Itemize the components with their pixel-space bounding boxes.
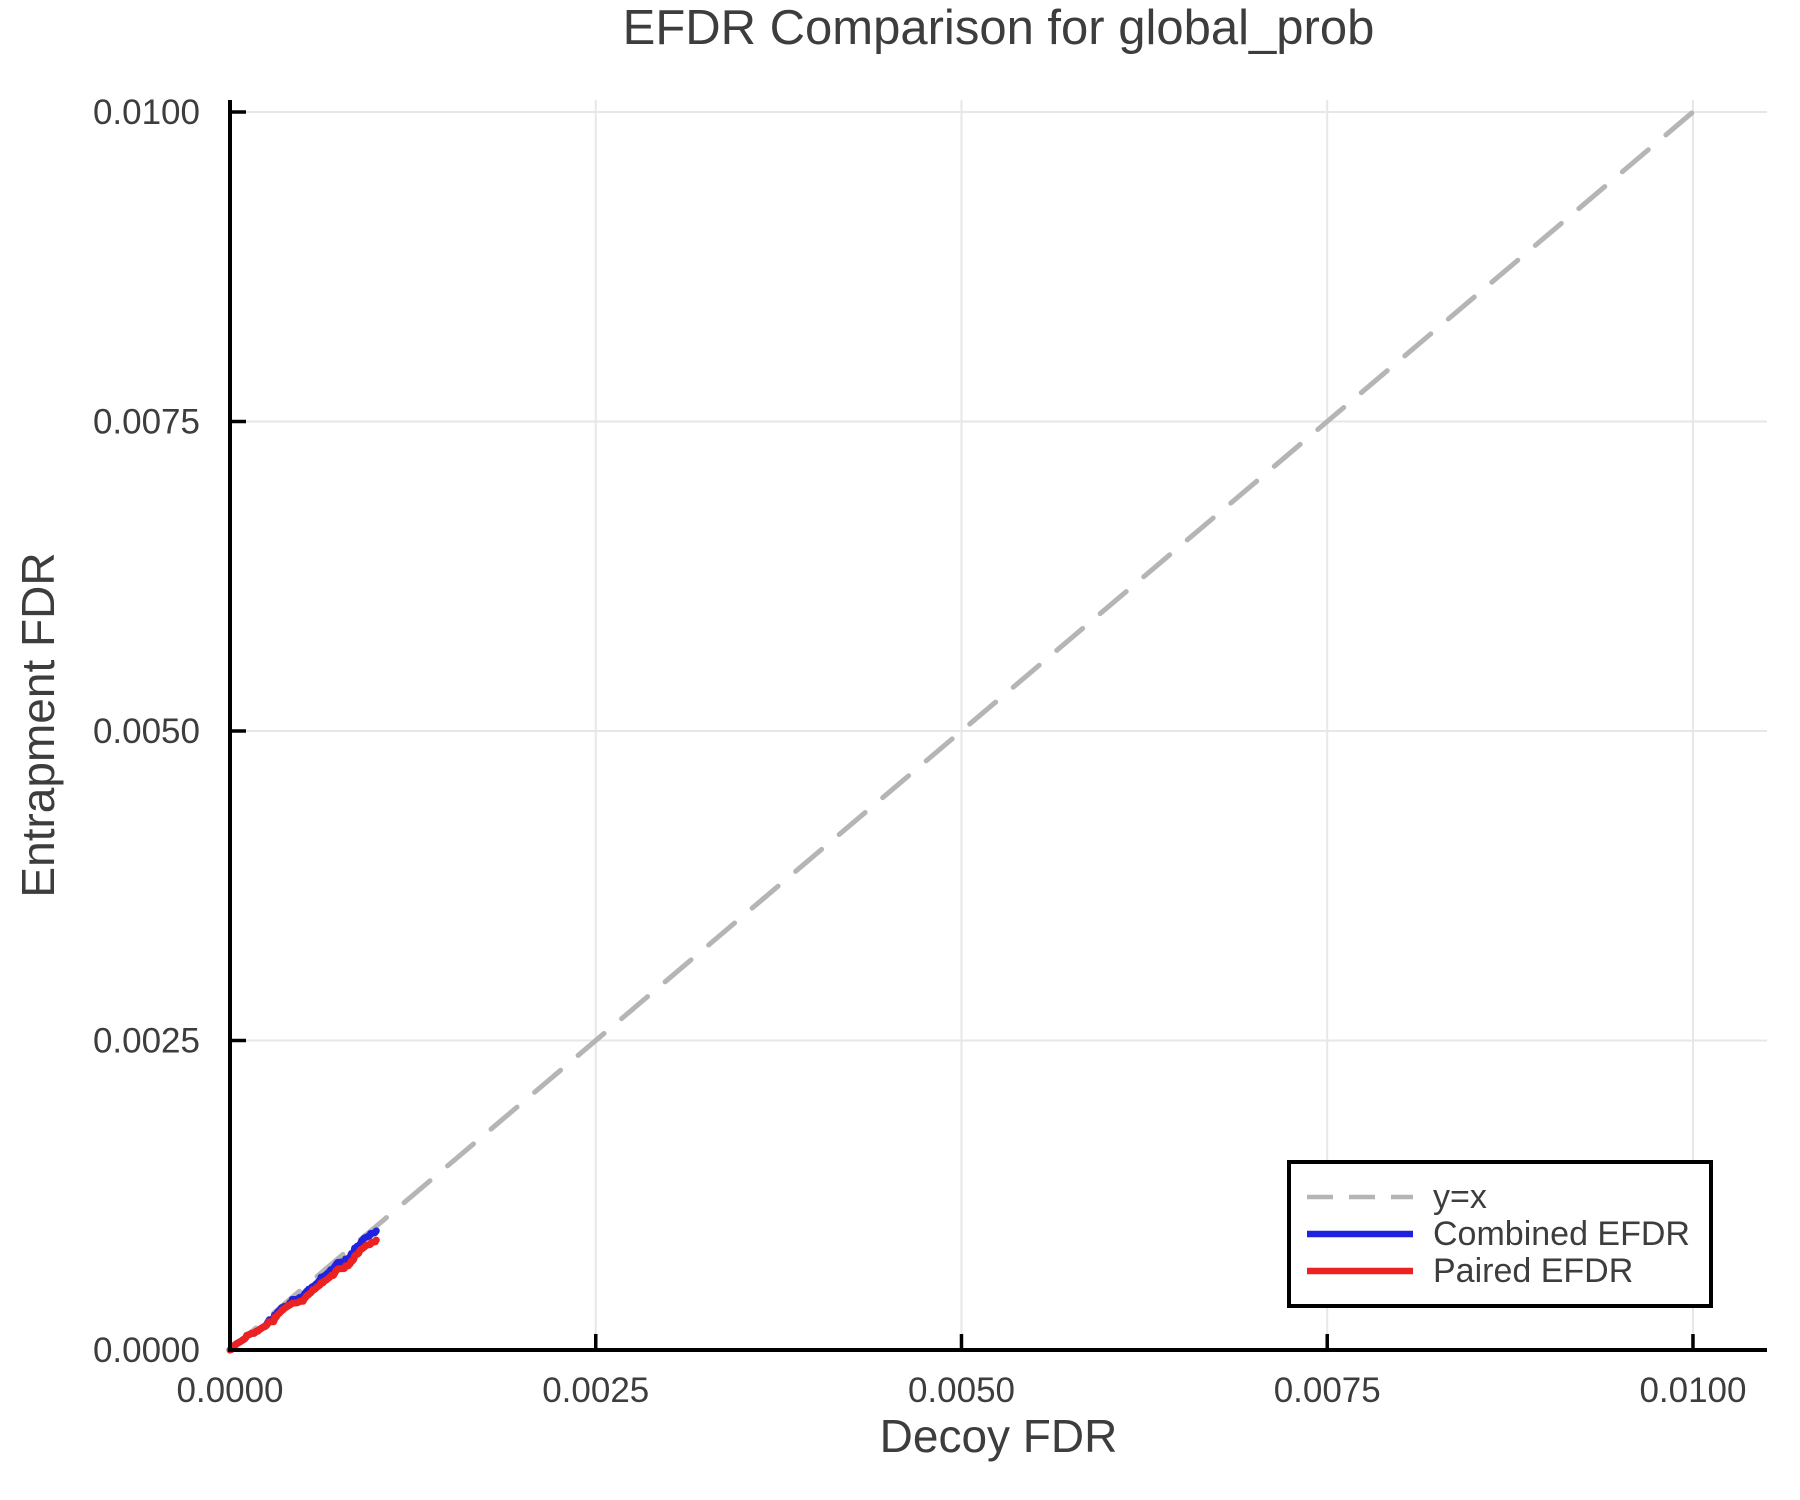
blue-line-sample-icon — [1307, 1230, 1413, 1238]
x-tick-label: 0.0050 — [908, 1371, 1015, 1410]
axes-layer — [228, 100, 1767, 1352]
paired-efdr-line — [226, 1236, 380, 1354]
tick-label-layer: 0.0000 0.0025 0.0050 0.0075 0.0100 0.0000 0.00… — [93, 93, 1747, 1410]
y-x-line — [227, 97, 1711, 1353]
x-tick-label: 0.0075 — [1274, 1371, 1381, 1410]
y-tick-label: 0.0050 — [93, 712, 200, 751]
legend-label-yx: y=x — [1433, 1178, 1487, 1216]
legend-label-combined-efdr: Combined EFDR — [1433, 1215, 1690, 1253]
x-tick-label: 0.0025 — [542, 1371, 649, 1410]
y-tick-label: 0.0000 — [93, 1331, 200, 1370]
x-tick-label: 0.0000 — [176, 1371, 283, 1410]
y-tick-label: 0.0025 — [93, 1022, 200, 1061]
dashed-line-sample-icon — [1307, 1194, 1413, 1200]
x-axis-label: Decoy FDR — [879, 1410, 1118, 1462]
y-axis-label: Entrapment FDR — [12, 552, 64, 898]
legend-item-paired-efdr: Paired EFDR — [1305, 1253, 1709, 1290]
legend-item-combined-efdr: Combined EFDR — [1305, 1216, 1709, 1253]
chart-title: EFDR Comparison for global_prob — [622, 1, 1375, 55]
y-tick-label: 0.0075 — [93, 403, 200, 442]
legend-label-paired-efdr: Paired EFDR — [1433, 1252, 1634, 1290]
legend-item-yx: y=x — [1305, 1179, 1709, 1216]
red-line-sample-icon — [1307, 1267, 1413, 1275]
y-tick-label: 0.0100 — [93, 93, 200, 132]
legend: y=x Combined EFDR Paired EFDR — [1287, 1160, 1713, 1308]
x-tick-label: 0.0100 — [1639, 1371, 1746, 1410]
series-layer — [226, 97, 1711, 1354]
